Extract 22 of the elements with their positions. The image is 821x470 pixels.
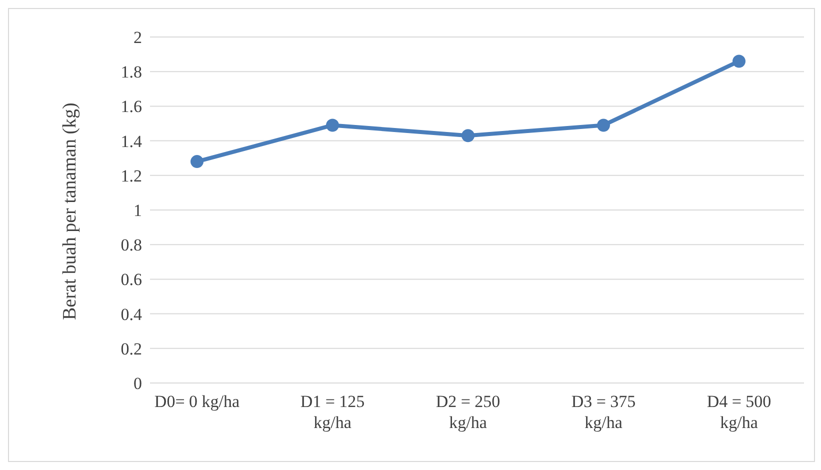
- y-tick-label: 1.6: [120, 97, 142, 116]
- point: [326, 118, 339, 132]
- y-tick-label: 0.4: [120, 304, 142, 324]
- x-tick-label: D3 = 375 kg/ha: [571, 392, 636, 432]
- point: [597, 118, 610, 132]
- y-tick-label: 0.2: [120, 339, 142, 358]
- y-axis-title: Berat buah per tanaman (kg): [60, 102, 81, 320]
- x-tick-label: D4 = 500 kg/ha: [706, 392, 772, 432]
- x-tick-label: D1 = 125 kg/ha: [300, 392, 365, 432]
- y-tick-label: 1.2: [120, 166, 142, 186]
- y-tick-label: 1.4: [120, 132, 142, 151]
- y-tick-label: 1.8: [120, 62, 142, 82]
- point: [732, 54, 746, 68]
- point: [462, 129, 474, 142]
- y-tick-label: 0.6: [120, 270, 142, 290]
- y-tick-label: 2: [134, 28, 142, 48]
- x-tick-label: D2 = 250 kg/ha: [436, 392, 500, 432]
- x-tick-label: D0= 0 kg/ha: [154, 392, 240, 411]
- y-tick-label: 0.8: [120, 236, 142, 255]
- y-tick-label: 0: [134, 374, 142, 394]
- point: [190, 155, 204, 168]
- y-tick-label: 1: [134, 201, 142, 220]
